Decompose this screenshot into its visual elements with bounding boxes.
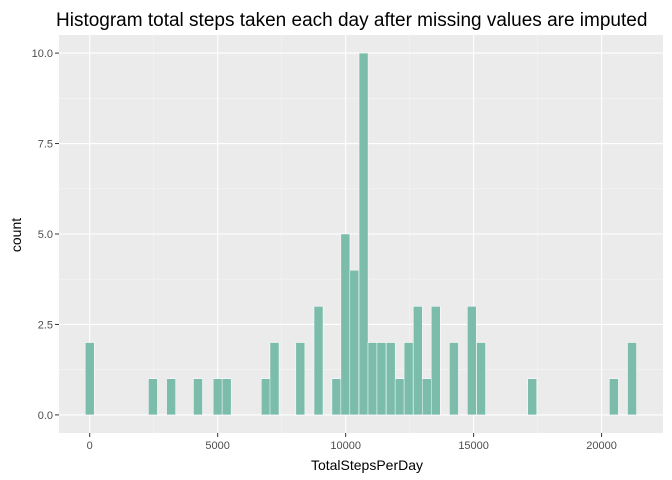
histogram-bar: [269, 342, 280, 416]
x-axis-title: TotalStepsPerDay: [311, 457, 423, 473]
histogram-bar: [422, 378, 432, 416]
x-tick-label: 20000: [586, 440, 617, 452]
histogram-bar: [403, 342, 414, 416]
histogram-bar: [212, 378, 223, 416]
histogram-bar: [84, 342, 95, 416]
histogram-bar: [413, 306, 423, 416]
histogram-bar: [627, 342, 637, 416]
histogram-bar: [527, 378, 537, 416]
histogram-bar: [376, 342, 387, 416]
histogram-bar: [349, 269, 360, 416]
histogram-bar: [449, 342, 459, 416]
histogram-bar: [340, 233, 351, 416]
y-tick-label: 10.0: [32, 48, 53, 60]
y-axis-title: count: [8, 218, 24, 252]
x-axis: 0 5000 10000 15000 20000: [87, 433, 617, 452]
x-tick-label: 15000: [458, 440, 489, 452]
histogram-bar: [358, 52, 369, 416]
y-tick-label: 5.0: [38, 229, 53, 241]
histogram-bar: [385, 342, 396, 416]
x-tick-label: 10000: [330, 440, 361, 452]
x-tick-label: 5000: [205, 440, 229, 452]
histogram-bar: [476, 342, 486, 416]
histogram-bars: [84, 52, 637, 416]
histogram-bar: [313, 306, 324, 416]
histogram-bar: [166, 378, 176, 416]
histogram-bar: [261, 378, 271, 416]
x-tick-label: 0: [87, 440, 93, 452]
histogram-bar: [148, 378, 158, 416]
y-axis: 0.0 2.5 5.0 7.5 10.0: [32, 48, 59, 422]
histogram-bar: [467, 306, 477, 416]
histogram-bar: [367, 342, 378, 416]
chart-title: Histogram total steps taken each day aft…: [56, 10, 647, 31]
histogram-bar: [295, 342, 306, 416]
histogram-bar: [394, 378, 405, 416]
y-tick-label: 7.5: [38, 139, 53, 151]
histogram-bar: [331, 378, 342, 416]
histogram-bar: [609, 378, 619, 416]
histogram-bar: [221, 378, 232, 416]
histogram-bar: [193, 378, 203, 416]
y-tick-label: 2.5: [38, 319, 53, 331]
histogram-bar: [430, 306, 441, 416]
y-tick-label: 0.0: [38, 410, 53, 422]
